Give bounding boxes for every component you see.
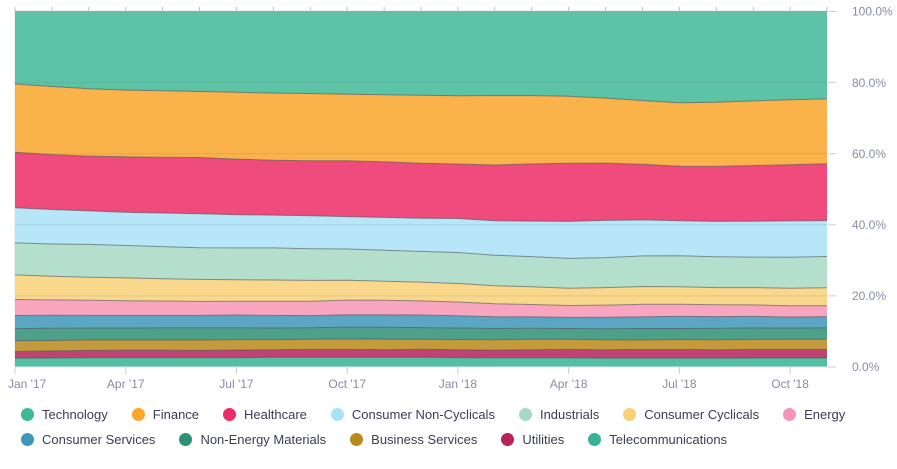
x-axis-label: Jan '17	[8, 377, 47, 391]
business-services-swatch-icon	[350, 433, 364, 446]
band-outline-consumer-cyclicals	[14, 274, 828, 289]
y-axis-label: 100.0%	[852, 5, 893, 19]
legend-label: Finance	[152, 407, 200, 422]
legend-item-energy[interactable]: Energy	[783, 407, 845, 422]
area-band-healthcare[interactable]	[15, 152, 827, 222]
healthcare-swatch-icon	[223, 408, 237, 421]
band-outline-healthcare	[14, 151, 828, 167]
legend-label: Telecommunications	[609, 432, 728, 447]
x-axis-label: Oct '18	[771, 377, 809, 391]
band-outline-business-services	[14, 338, 827, 342]
area-band-consumer-cyclicals[interactable]	[15, 274, 827, 306]
area-band-finance[interactable]	[15, 84, 827, 167]
x-axis-label: Apr '18	[550, 377, 588, 391]
legend-item-technology[interactable]: Technology	[21, 407, 108, 422]
chart-legend: Technology Finance Healthcare Consumer Non-…	[0, 400, 897, 447]
area-band-utilities[interactable]	[15, 349, 827, 359]
y-axis-label: 80.0%	[852, 76, 886, 90]
x-axis-label: Jan '18	[439, 377, 478, 391]
legend-label: Healthcare	[244, 407, 307, 422]
y-axis-label: 60.0%	[852, 147, 886, 161]
finance-swatch-icon	[131, 408, 145, 421]
legend-label: Consumer Services	[42, 432, 156, 447]
x-axis-label: Jul '17	[219, 377, 254, 391]
technology-swatch-icon	[21, 408, 34, 421]
sector-allocation-chart-panel: Jan '17 Apr '17 Jul '17 Oct '17 Jan '18 Apr '…	[0, 5, 897, 447]
x-axis-label: Jul '18	[662, 377, 697, 391]
consumer-non-cyclicals-swatch-icon	[330, 408, 344, 421]
x-axis-label: Oct '17	[328, 377, 366, 391]
legend-label: Energy	[804, 407, 846, 422]
band-outline-energy	[14, 299, 827, 307]
stacked-area-chart: Jan '17 Apr '17 Jul '17 Oct '17 Jan '18 Apr '…	[8, 5, 893, 391]
legend-item-telecommunications[interactable]: Telecommunications	[588, 432, 727, 447]
band-outline-consumer-non-cyclicals	[14, 207, 828, 222]
area-band-consumer-services[interactable]	[15, 314, 827, 329]
legend-item-non-energy-materials[interactable]: Non-Energy Materials	[179, 432, 326, 447]
band-outline-consumer-services	[14, 314, 828, 318]
area-band-technology[interactable]	[15, 11, 827, 103]
band-outline-industrials	[14, 242, 828, 259]
y-axis-label: 40.0%	[852, 218, 886, 232]
legend-item-business-services[interactable]: Business Services	[350, 432, 477, 447]
legend-label: Industrials	[539, 407, 600, 422]
legend-item-healthcare[interactable]: Healthcare	[223, 407, 307, 422]
area-band-industrials[interactable]	[15, 242, 827, 289]
legend-item-utilities[interactable]: Utilities	[501, 432, 564, 447]
legend-label: Utilities	[522, 432, 565, 447]
legend-item-consumer-non-cyclicals[interactable]: Consumer Non-Cyclicals	[330, 407, 495, 422]
band-outline-utilities	[14, 348, 827, 352]
utilities-swatch-icon	[501, 433, 515, 446]
telecommunications-swatch-icon	[588, 433, 602, 446]
legend-item-consumer-services[interactable]: Consumer Services	[21, 432, 155, 447]
band-outline-telecommunications	[14, 356, 827, 359]
consumer-services-swatch-icon	[21, 433, 34, 446]
band-outline-non-energy-materials	[14, 326, 828, 330]
legend-label: Consumer Cyclicals	[644, 407, 760, 422]
band-outline-finance	[14, 83, 828, 104]
non-energy-materials-swatch-icon	[179, 433, 193, 446]
area-band-telecommunications[interactable]	[15, 357, 827, 367]
legend-label: Non-Energy Materials	[200, 432, 327, 447]
legend-item-consumer-cyclicals[interactable]: Consumer Cyclicals	[623, 407, 759, 422]
x-axis-label: Apr '17	[107, 377, 145, 391]
legend-label: Consumer Non-Cyclicals	[351, 407, 495, 422]
industrials-swatch-icon	[518, 408, 532, 421]
area-band-non-energy-materials[interactable]	[15, 327, 827, 341]
energy-swatch-icon	[783, 408, 797, 421]
y-axis-label: 20.0%	[852, 289, 886, 303]
legend-item-finance[interactable]: Finance	[131, 407, 200, 422]
legend-label: Technology	[42, 407, 108, 422]
y-axis-label: 0.0%	[852, 360, 880, 374]
legend-label: Business Services	[371, 432, 478, 447]
consumer-cyclicals-swatch-icon	[623, 408, 637, 421]
area-band-energy[interactable]	[15, 299, 827, 318]
legend-item-industrials[interactable]: Industrials	[518, 407, 600, 422]
area-band-business-services[interactable]	[15, 338, 827, 352]
